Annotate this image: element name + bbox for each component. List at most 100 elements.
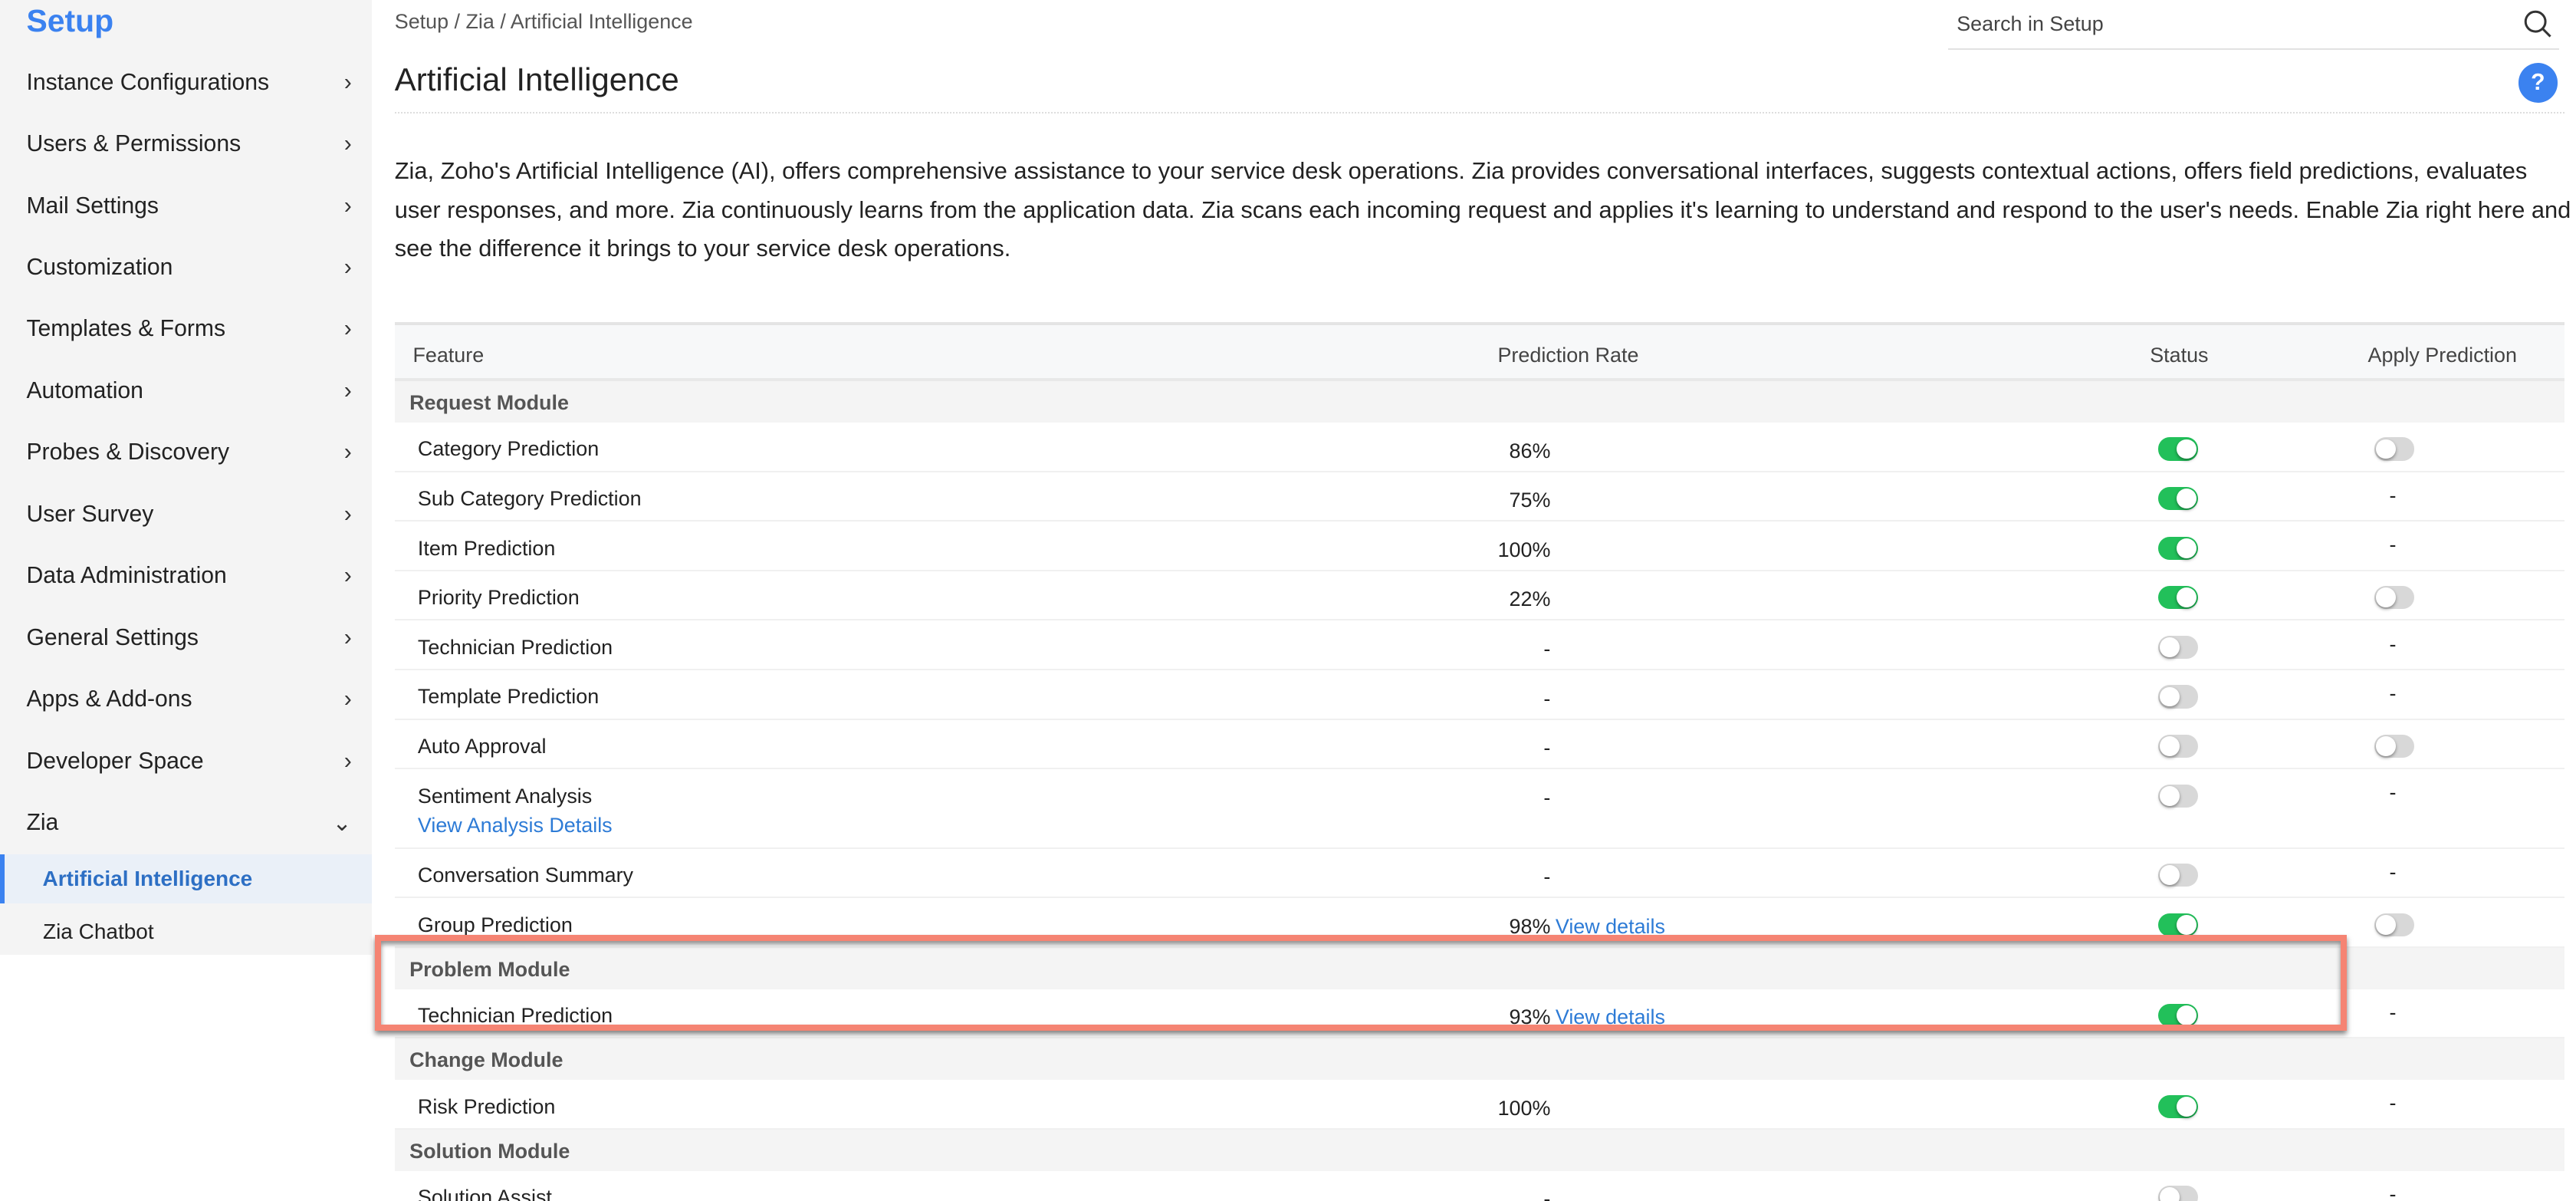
sidebar-item-label: Templates & Forms	[26, 316, 226, 342]
sidebar-item-label: Mail Settings	[26, 192, 159, 219]
status-toggle[interactable]	[2158, 437, 2198, 461]
view-analysis-details-link[interactable]: View Analysis Details	[417, 814, 613, 837]
sidebar-item-label: Users & Permissions	[26, 131, 242, 157]
apply-prediction-none: -	[2389, 632, 2397, 656]
chevron-right-icon: ›	[343, 192, 352, 219]
prediction-rate: 100%	[1497, 1096, 1551, 1120]
apply-prediction-toggle[interactable]	[2374, 735, 2414, 758]
sidebar-item[interactable]: Apps & Add-ons ›	[0, 675, 372, 725]
sidebar-item[interactable]: Zia ⌄	[0, 798, 372, 848]
search-icon[interactable]	[2523, 9, 2553, 39]
status-toggle[interactable]	[2158, 635, 2198, 659]
feature-name: Category Prediction	[417, 437, 600, 461]
apply-prediction-none: -	[2389, 682, 2397, 706]
sidebar-item-label: Probes & Discovery	[26, 439, 230, 466]
sidebar-item[interactable]: Instance Configurations ›	[0, 58, 372, 107]
sidebar-item[interactable]: User Survey ›	[0, 489, 372, 539]
apply-prediction-none: -	[2389, 533, 2397, 557]
sidebar-item[interactable]: Data Administration ›	[0, 551, 372, 601]
feature-name: Sub Category Prediction	[417, 487, 642, 511]
column-feature: Feature	[412, 343, 485, 367]
apply-prediction-toggle[interactable]	[2374, 437, 2414, 461]
status-toggle[interactable]	[2158, 487, 2198, 511]
sidebar: Setup Instance Configurations › Users & Pe…	[0, 0, 372, 955]
chevron-right-icon: ›	[343, 316, 352, 342]
status-toggle[interactable]	[2158, 1004, 2198, 1028]
sidebar-subitem[interactable]: Artificial Intelligence	[0, 854, 372, 904]
sidebar-item[interactable]: Mail Settings ›	[0, 181, 372, 231]
divider	[394, 112, 2564, 114]
sidebar-item-label: Instance Configurations	[26, 69, 270, 95]
table-row: Group Prediction 98% View details	[394, 898, 2564, 948]
feature-name: Technician Prediction	[417, 635, 613, 659]
prediction-rate: 100%	[1497, 538, 1551, 561]
prediction-rate: 22%	[1509, 587, 1551, 611]
status-toggle[interactable]	[2158, 913, 2198, 936]
apply-prediction-none: -	[2389, 483, 2397, 507]
status-toggle[interactable]	[2158, 1186, 2198, 1201]
sidebar-item-label: Automation	[26, 377, 143, 403]
breadcrumb: Setup / Zia / Artificial Intelligence	[394, 9, 693, 33]
sidebar-item-label: General Settings	[26, 624, 199, 650]
chevron-right-icon: ›	[343, 439, 352, 466]
feature-name: Conversation Summary	[417, 864, 634, 887]
sidebar-item-label: Apps & Add-ons	[26, 686, 192, 712]
apply-prediction-toggle[interactable]	[2374, 586, 2414, 610]
apply-prediction-none: -	[2389, 1000, 2397, 1024]
section-header: Request Module	[394, 381, 2564, 423]
column-prediction-rate: Prediction Rate	[1497, 343, 1639, 367]
sidebar-item-label: User Survey	[26, 501, 154, 527]
chevron-right-icon: ›	[343, 624, 352, 650]
status-toggle[interactable]	[2158, 586, 2198, 610]
sidebar-item[interactable]: General Settings ›	[0, 613, 372, 663]
sidebar-item[interactable]: Customization ›	[0, 243, 372, 293]
section-name: Problem Module	[409, 957, 570, 981]
prediction-rate: -	[1543, 865, 1551, 889]
apply-prediction-none: -	[2389, 860, 2397, 883]
status-toggle[interactable]	[2158, 536, 2198, 560]
table-row: Technician Prediction - -	[394, 620, 2564, 671]
section-name: Change Module	[409, 1048, 564, 1072]
prediction-rate: 98%	[1509, 914, 1551, 938]
chevron-right-icon: ›	[343, 255, 352, 280]
description: Zia, Zoho's Artificial Intelligence (AI)…	[394, 157, 2571, 262]
apply-prediction-none: -	[2389, 1182, 2397, 1201]
table-row: Category Prediction 86%	[394, 423, 2564, 472]
feature-name: Auto Approval	[417, 735, 547, 758]
search-input[interactable]: Search in Setup	[1948, 0, 2560, 50]
status-toggle[interactable]	[2158, 685, 2198, 709]
prediction-rate: 86%	[1509, 439, 1551, 462]
section-header: Change Module	[394, 1038, 2564, 1081]
sidebar-item[interactable]: Users & Permissions ›	[0, 120, 372, 169]
feature-name: Technician Prediction	[417, 1004, 613, 1028]
sidebar-item[interactable]: Probes & Discovery ›	[0, 428, 372, 478]
section-name: Request Module	[409, 391, 569, 415]
features-table: Feature Prediction Rate Status Apply Pre…	[394, 321, 2564, 1201]
table-row: Item Prediction 100% -	[394, 522, 2564, 571]
page-title: Artificial Intelligence	[394, 61, 679, 97]
status-toggle[interactable]	[2158, 864, 2198, 887]
feature-name: Sentiment Analysis	[417, 784, 593, 808]
sidebar-item[interactable]: Developer Space ›	[0, 736, 372, 786]
feature-name: Template Prediction	[417, 685, 600, 709]
sidebar-item-label: Customization	[26, 255, 173, 280]
help-icon[interactable]: ?	[2518, 62, 2558, 103]
prediction-rate: -	[1543, 686, 1551, 710]
column-status: Status	[2150, 343, 2209, 367]
prediction-rate: -	[1543, 736, 1551, 760]
status-toggle[interactable]	[2158, 1094, 2198, 1118]
chevron-right-icon: ›	[343, 686, 352, 712]
sidebar-item[interactable]: Automation ›	[0, 367, 372, 416]
status-toggle[interactable]	[2158, 735, 2198, 758]
sidebar-subitem[interactable]: Zia Chatbot	[42, 919, 154, 943]
feature-name: Item Prediction	[417, 536, 556, 560]
apply-prediction-toggle[interactable]	[2374, 913, 2414, 936]
status-toggle[interactable]	[2158, 784, 2198, 808]
table-row: Priority Prediction 22%	[394, 571, 2564, 621]
sidebar-item[interactable]: Templates & Forms ›	[0, 304, 372, 354]
feature-name: Priority Prediction	[417, 586, 580, 610]
table-row: Sub Category Prediction 75% -	[394, 472, 2564, 522]
view-details-link[interactable]: View details	[1555, 914, 1665, 938]
sidebar-item-label: Data Administration	[26, 563, 227, 589]
section-header: Problem Module	[394, 947, 2564, 989]
